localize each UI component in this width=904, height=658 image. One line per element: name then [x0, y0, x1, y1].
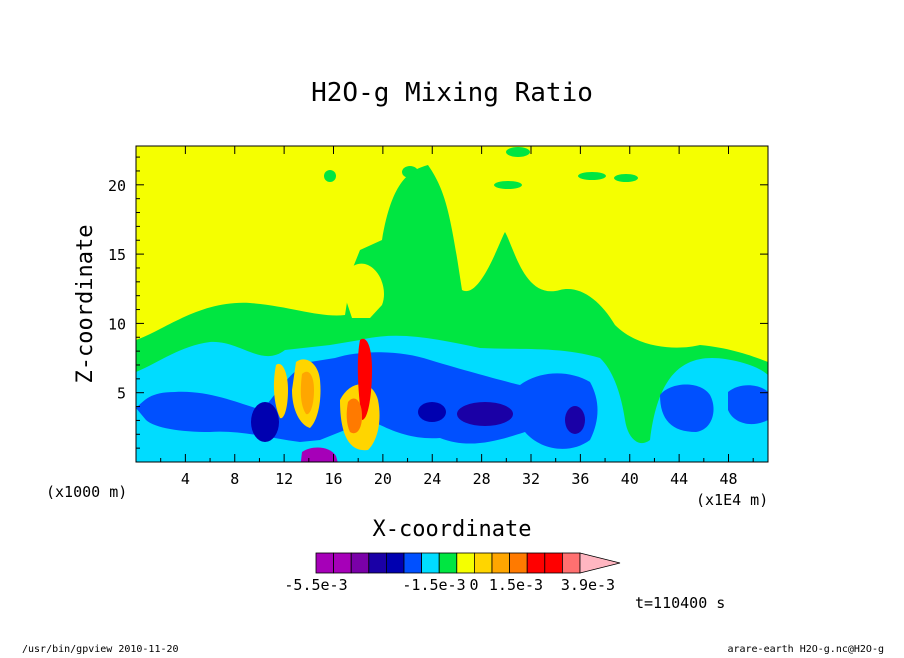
colorbar-swatch: [315, 552, 335, 574]
x-tick-label: 24: [423, 470, 441, 488]
x-tick-label: 36: [571, 470, 589, 488]
colorbar-label: 1.5e-3: [489, 576, 543, 594]
x-tick-label: 40: [621, 470, 639, 488]
contour-darkblue-4: [418, 402, 446, 422]
plot-frame: [135, 145, 769, 463]
x-tick-label: 44: [670, 470, 688, 488]
footer-left: /usr/bin/gpview 2010-11-20: [22, 644, 179, 654]
x-tick-label: 20: [374, 470, 392, 488]
contour-purple: [300, 447, 338, 462]
colorbar-label: 3.9e-3: [561, 576, 615, 594]
colorbar-swatch: [403, 552, 423, 574]
contour-orange-4: [346, 398, 362, 434]
colorbar-swatch: [350, 552, 370, 574]
colorbar-label: -5.5e-3: [284, 576, 347, 594]
x-scale-label: (x1E4 m): [696, 491, 768, 509]
colorbar-swatch: [526, 552, 546, 574]
colorbar-swatch: [562, 552, 581, 574]
contour-blue-right: [660, 384, 714, 432]
contour-darkblue-1: [251, 402, 279, 442]
colorbar-swatch: [333, 552, 352, 574]
colorbar-swatch: [368, 552, 387, 574]
x-tick-label: 8: [230, 470, 239, 488]
colorbar-label: -1.5e-3: [402, 576, 465, 594]
colorbar-swatch: [456, 552, 475, 574]
x-tick-label: 16: [324, 470, 342, 488]
chart-title: H2O-g Mixing Ratio: [311, 78, 593, 108]
x-unit-label: (x1000 m): [46, 483, 127, 501]
x-tick-label: 32: [522, 470, 540, 488]
y-axis-ticks: 5 10 15 20: [108, 156, 768, 449]
colorbar-swatch: [509, 552, 528, 574]
y-tick-label: 10: [108, 315, 126, 333]
y-axis-label: Z-coordinate: [73, 225, 98, 384]
contour-orange-2: [273, 363, 288, 419]
contour-darkblue-3: [565, 406, 585, 434]
contour-blue-right2: [728, 385, 768, 425]
y-tick-label: 5: [117, 385, 126, 403]
x-tick-label: 12: [275, 470, 293, 488]
contour-orange-1b: [300, 371, 314, 415]
time-label: t=110400 s: [635, 594, 725, 612]
colorbar-swatch: [544, 552, 563, 574]
colorbar-labels: -5.5e-3 -1.5e-3 0 1.5e-3 3.9e-3: [284, 576, 615, 594]
colorbar-swatch: [438, 552, 458, 574]
colorbar-swatch: [473, 552, 493, 574]
colorbar-swatch: [385, 552, 405, 574]
footer-right: arare-earth_H2O-g.nc@H2O-g: [727, 644, 884, 654]
contour-green-island-1: [506, 147, 530, 157]
contour-green-island-4: [614, 174, 638, 182]
contour-green-island-5: [402, 166, 418, 178]
y-tick-label: 20: [108, 177, 126, 195]
contour-green-island-3: [578, 172, 606, 180]
x-tick-label: 4: [181, 470, 190, 488]
colorbar: [315, 552, 621, 574]
contour-green-island-6: [324, 170, 336, 182]
x-tick-label: 28: [473, 470, 491, 488]
x-tick-label: 48: [719, 470, 737, 488]
colorbar-swatch: [421, 552, 440, 574]
colorbar-arrow: [579, 552, 621, 574]
contour-green-island-2: [494, 181, 522, 189]
x-axis-label: X-coordinate: [373, 517, 532, 542]
colorbar-swatch: [491, 552, 511, 574]
contour-red-1: [357, 338, 372, 420]
plot-area: [136, 146, 768, 462]
contour-yellow-plume: [342, 263, 385, 318]
x-axis-ticks: 4 8 12 16 20 24 28 32 36 40 44 48: [160, 146, 754, 488]
y-tick-label: 15: [108, 246, 126, 264]
contour-darkblue-2: [457, 402, 513, 426]
colorbar-label: 0: [469, 576, 478, 594]
